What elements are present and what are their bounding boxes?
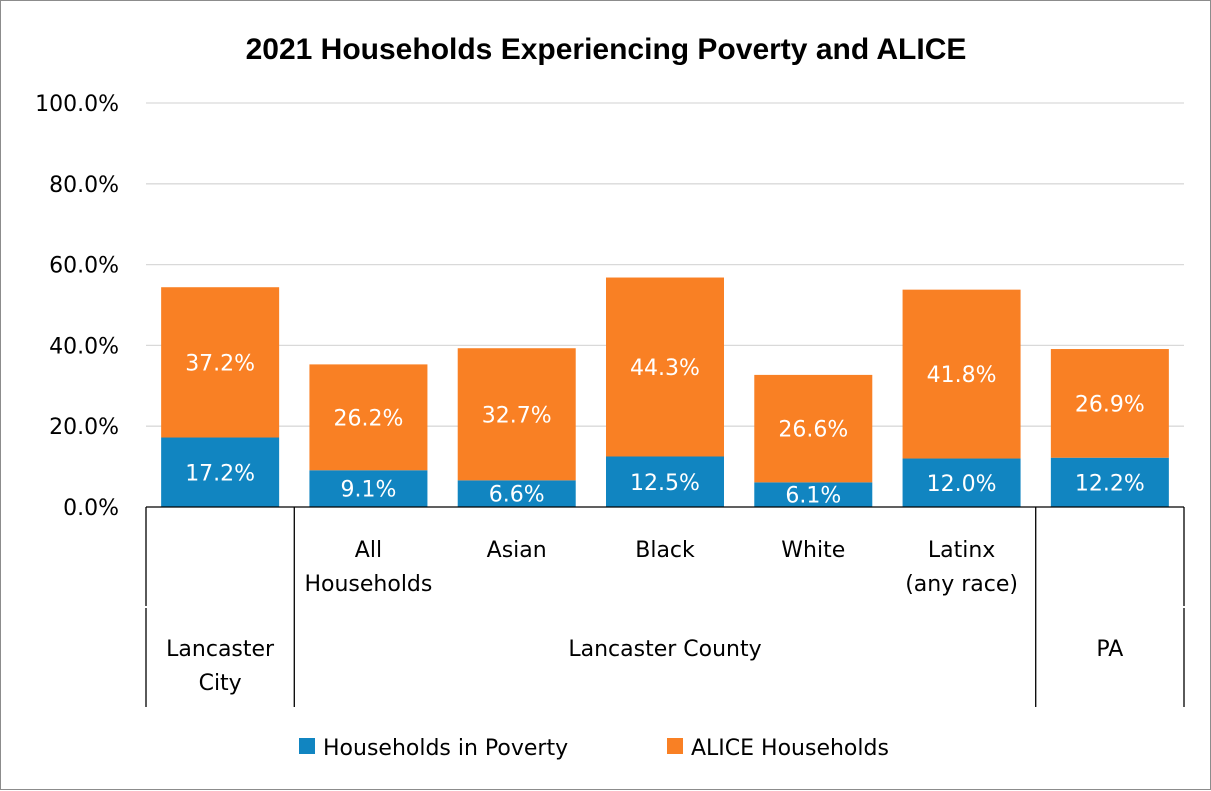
bars: 17.2% 37.2% 9.1% 26.2% 6.6% 32.7% 12.5% 44.3% 6.… — [161, 277, 1169, 509]
bar-poverty — [902, 458, 1021, 507]
bar-poverty — [309, 470, 428, 507]
bar-alice — [309, 364, 428, 471]
legend-label: Households in Poverty — [323, 736, 568, 761]
bar-alice — [457, 348, 576, 481]
category-label: Black — [635, 538, 695, 563]
data-label: 6.6% — [489, 483, 545, 508]
bar-poverty — [457, 480, 576, 507]
data-label: 12.0% — [927, 472, 997, 497]
data-label: 41.8% — [927, 363, 997, 388]
bar-poverty — [1050, 457, 1169, 507]
data-label: 12.2% — [1075, 471, 1145, 496]
y-tick-label: 80.0% — [49, 173, 119, 198]
legend: Households in Poverty ALICE Households — [299, 736, 889, 761]
y-tick-label: 100.0% — [35, 92, 119, 117]
bar-alice — [1050, 349, 1169, 458]
data-label: 9.1% — [340, 478, 396, 503]
bar-alice — [754, 374, 873, 483]
data-label: 12.5% — [630, 471, 700, 496]
data-label: 6.1% — [785, 484, 841, 509]
y-tick-label: 60.0% — [49, 254, 119, 279]
data-label: 26.9% — [1075, 392, 1145, 417]
y-tick-label: 0.0% — [63, 496, 119, 521]
group-label: Lancaster — [166, 637, 275, 662]
data-label: 32.7% — [482, 403, 552, 428]
data-label: 44.3% — [630, 356, 700, 381]
bar-poverty — [606, 456, 724, 507]
bar-poverty — [161, 437, 280, 507]
bar-alice — [161, 287, 280, 438]
bar-poverty — [754, 482, 873, 507]
data-label: 26.6% — [778, 418, 848, 443]
bar-alice — [606, 277, 724, 457]
legend-swatch-alice — [667, 738, 683, 754]
y-tick-label: 40.0% — [49, 334, 119, 359]
y-axis: 0.0% 20.0% 40.0% 60.0% 80.0% 100.0% — [35, 92, 119, 521]
bar-alice — [902, 289, 1021, 459]
category-label: Households — [304, 572, 432, 597]
category-label: Latinx — [928, 538, 995, 563]
y-tick-label: 20.0% — [49, 415, 119, 440]
group-label: Lancaster County — [568, 637, 761, 662]
legend-swatch-poverty — [299, 738, 315, 754]
group-label: City — [199, 671, 242, 696]
category-label: (any race) — [905, 572, 1018, 597]
category-label: White — [781, 538, 845, 563]
category-label: All — [355, 538, 382, 563]
legend-label: ALICE Households — [691, 736, 889, 761]
data-label: 26.2% — [333, 406, 403, 431]
data-label: 37.2% — [185, 351, 255, 376]
group-label: PA — [1096, 637, 1123, 662]
data-label: 17.2% — [185, 461, 255, 486]
x-axis: All Households Asian Black White Latinx (any r… — [145, 506, 1185, 707]
chart-title: 2021 Households Experiencing Poverty and… — [246, 33, 967, 66]
category-label: Asian — [487, 538, 547, 563]
